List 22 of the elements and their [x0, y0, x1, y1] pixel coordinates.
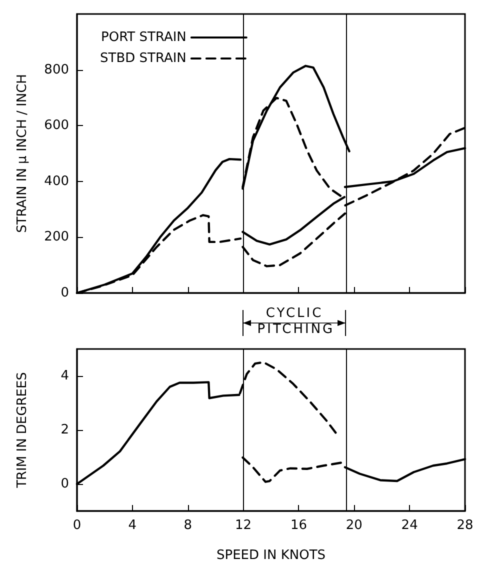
- legend-label: STBD STRAIN: [100, 51, 186, 66]
- x-tick-label: 8: [184, 518, 192, 533]
- y-tick-label: 200: [44, 230, 69, 245]
- y-axis-title: STRAIN IN μ INCH / INCH: [15, 74, 30, 233]
- x-tick-label: 24: [401, 518, 418, 533]
- y-tick-label: 0: [60, 476, 69, 492]
- text: CYCLIC PITCHING: [256, 306, 336, 338]
- y-tick-label: 0: [60, 286, 69, 300]
- y-tick-label: 800: [44, 62, 69, 78]
- x-tick-label: 28: [456, 518, 474, 533]
- legend-label: PORT STRAIN: [101, 30, 186, 45]
- y-tick-label: 600: [44, 118, 69, 134]
- x-tick-label: 4: [128, 518, 137, 533]
- x-tick-label: 12: [235, 518, 252, 533]
- y-axis-title: TRIM IN DEGREES: [15, 372, 30, 489]
- x-tick-label: 16: [290, 518, 307, 533]
- x-tick-label: 0: [72, 518, 82, 533]
- x-axis-title: SPEED IN KNOTS: [216, 548, 326, 563]
- y-tick-label: 400: [44, 174, 69, 189]
- y-tick-label: 2: [60, 422, 69, 438]
- y-tick-label: 4: [60, 368, 69, 384]
- x-tick-label: 20: [346, 518, 362, 533]
